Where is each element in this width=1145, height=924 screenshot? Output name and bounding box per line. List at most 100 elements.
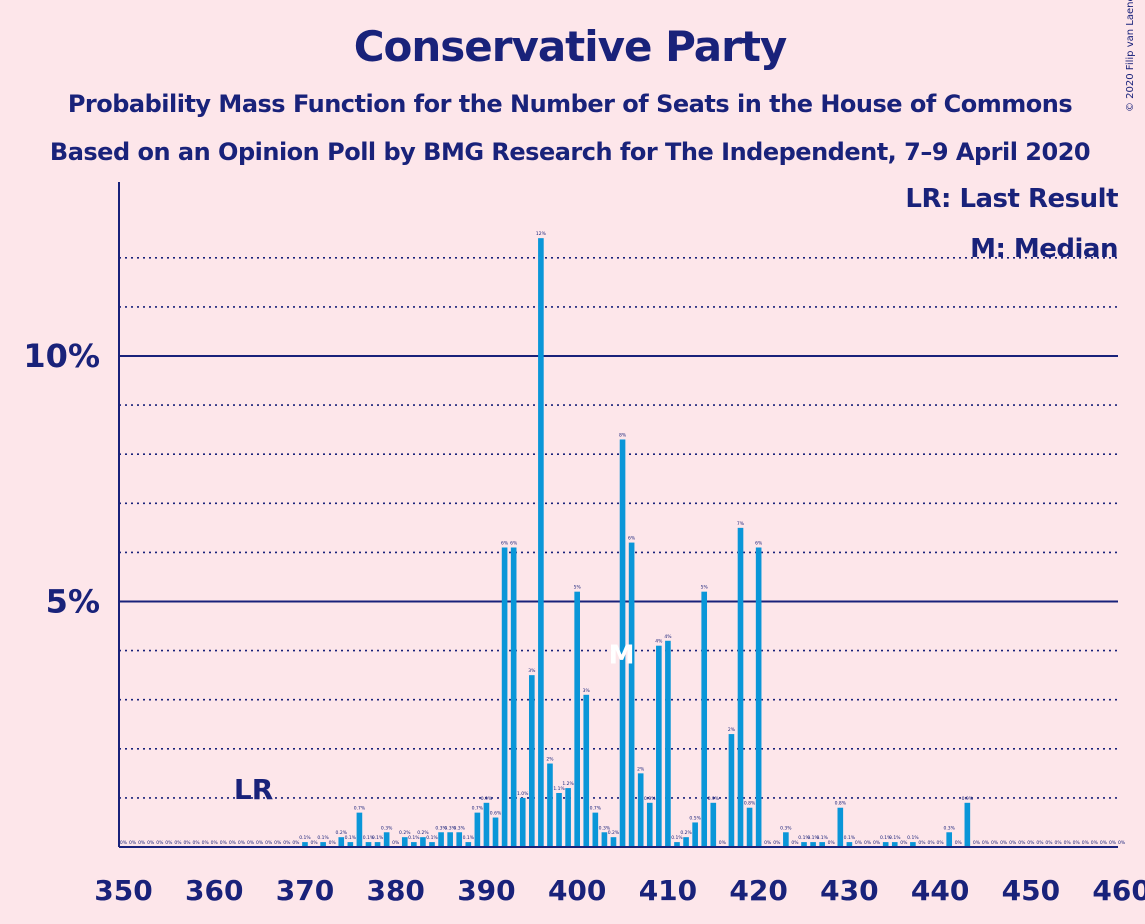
bar xyxy=(438,832,444,847)
data-label: 0.1% xyxy=(807,835,819,841)
data-label: 5% xyxy=(701,585,709,591)
bar xyxy=(420,837,426,847)
x-tick-label: 440 xyxy=(911,874,969,907)
bar xyxy=(628,542,635,847)
data-label: 0% xyxy=(1118,840,1126,846)
data-label: 0% xyxy=(238,840,246,846)
data-label: 0% xyxy=(247,840,255,846)
data-label: 0% xyxy=(256,840,264,846)
bar xyxy=(302,842,308,847)
data-label: 0% xyxy=(937,840,945,846)
data-label: 7% xyxy=(737,521,745,527)
bars xyxy=(302,238,971,847)
bar xyxy=(964,802,971,847)
data-label: 0.6% xyxy=(490,811,502,817)
data-label: 2% xyxy=(728,727,736,733)
x-tick-label: 380 xyxy=(366,874,424,907)
data-label: 0.3% xyxy=(943,825,955,831)
data-label: 0% xyxy=(982,840,990,846)
data-label: 0% xyxy=(183,840,191,846)
x-tick-label: 450 xyxy=(1002,874,1060,907)
data-label: 0.7% xyxy=(354,806,366,812)
data-label: 6% xyxy=(628,536,636,542)
bar xyxy=(692,822,698,847)
data-label: 0.7% xyxy=(590,806,602,812)
legend-median: M: Median xyxy=(970,234,1118,264)
bar xyxy=(538,238,544,847)
data-label: 8% xyxy=(619,432,627,438)
bar xyxy=(483,802,490,847)
bar xyxy=(891,842,898,847)
bar xyxy=(882,842,889,847)
bar xyxy=(338,837,345,847)
data-label: 0.3% xyxy=(444,825,456,831)
data-label: 0% xyxy=(283,840,291,846)
data-label: 0% xyxy=(310,840,318,846)
data-label: 0% xyxy=(973,840,981,846)
data-label: 0.9% xyxy=(644,796,656,802)
x-tick-label: 350 xyxy=(94,874,152,907)
data-label: 0% xyxy=(129,840,137,846)
bar xyxy=(819,842,825,847)
bar xyxy=(465,842,472,847)
data-label: 0% xyxy=(764,840,772,846)
bar xyxy=(755,547,762,847)
data-label: 0% xyxy=(1027,840,1035,846)
data-label: 0.1% xyxy=(299,835,311,841)
data-label: 0% xyxy=(138,840,146,846)
bar xyxy=(810,842,816,847)
data-label: 0.9% xyxy=(708,796,720,802)
data-label: 0% xyxy=(274,840,282,846)
bar xyxy=(783,832,789,847)
data-label: 0% xyxy=(791,840,799,846)
bar xyxy=(737,527,744,847)
data-label: 0% xyxy=(719,840,727,846)
data-labels: 0% 0% 0% 0% 0% 0% 0% 0% 0% 0% 0% 0% 0% 0% 0% 0% 0% 0% 0% 0%… xyxy=(120,231,1126,846)
x-tick-label: 360 xyxy=(185,874,243,907)
x-tick-label: 390 xyxy=(457,874,515,907)
chart-subtitle: Probability Mass Function for the Number… xyxy=(67,90,1073,118)
data-label: 0% xyxy=(147,840,155,846)
bar xyxy=(837,807,844,847)
y-tick-label: 10% xyxy=(23,337,100,375)
data-label: 0.2% xyxy=(336,830,348,836)
data-label: 0% xyxy=(864,840,872,846)
bar xyxy=(456,832,463,847)
data-label: 1.1% xyxy=(553,786,565,792)
data-label: 0.3% xyxy=(780,825,792,831)
data-label: 0.3% xyxy=(599,825,611,831)
bar xyxy=(910,842,916,847)
data-label: 0.1% xyxy=(426,835,438,841)
y-tick-label: 5% xyxy=(46,583,100,621)
data-label: 0% xyxy=(1036,840,1044,846)
bar xyxy=(746,807,753,847)
bar xyxy=(674,842,680,847)
data-label: 1.0% xyxy=(517,791,529,797)
data-label: 0% xyxy=(292,840,300,846)
data-label: 0% xyxy=(329,840,337,846)
chart-source: Based on an Opinion Poll by BMG Research… xyxy=(49,138,1091,166)
data-label: 2% xyxy=(546,757,554,763)
data-label: 0% xyxy=(202,840,210,846)
bar xyxy=(501,547,508,847)
data-label: 0.1% xyxy=(816,835,828,841)
gridlines xyxy=(119,256,1118,799)
axes: 350 360 370 380 390 400 410 420 430 440 450 460 5% 10… xyxy=(23,182,1145,907)
bar xyxy=(447,832,453,847)
data-label: 0% xyxy=(165,840,173,846)
bar xyxy=(801,842,807,847)
bar xyxy=(510,547,517,847)
data-label: 0% xyxy=(991,840,999,846)
data-label: 0.1% xyxy=(889,835,901,841)
data-label: 3% xyxy=(583,688,591,694)
chart-title: Conservative Party xyxy=(353,22,788,71)
bar xyxy=(619,439,626,847)
bar xyxy=(646,802,653,847)
bar xyxy=(946,832,953,847)
x-tick-label: 410 xyxy=(639,874,697,907)
data-label: 0% xyxy=(1082,840,1090,846)
data-label: 0% xyxy=(193,840,201,846)
data-label: 0.9% xyxy=(481,796,493,802)
data-label: 0.1% xyxy=(317,835,329,841)
